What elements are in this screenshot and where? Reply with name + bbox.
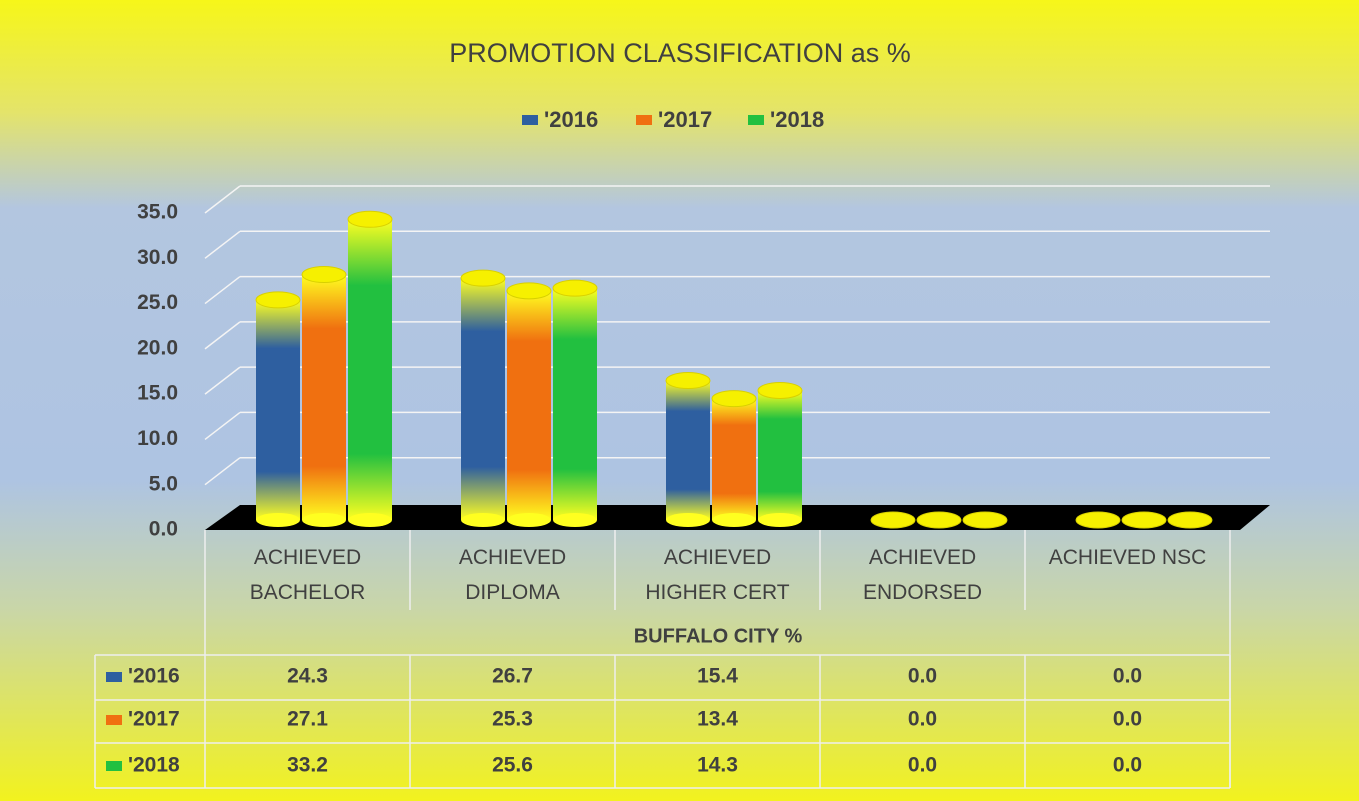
legend-label: '2017: [658, 107, 712, 132]
grid-line: [204, 321, 241, 350]
bar-top: [506, 282, 552, 300]
x-axis-label: BUFFALO CITY %: [634, 625, 803, 647]
y-tick-label: 10.0: [137, 427, 178, 450]
cylinder: [255, 291, 301, 527]
bar-bottom: [712, 513, 756, 527]
cylinder: [460, 269, 506, 527]
table-row-label: '2017: [128, 708, 180, 731]
legend-swatch: [522, 115, 538, 125]
bar: [507, 290, 551, 520]
bar-top: [757, 381, 803, 399]
cylinder: [757, 381, 803, 527]
bar-top: [870, 511, 916, 529]
bar: [256, 299, 300, 520]
table-row-label: '2016: [128, 665, 180, 688]
bar-bottom: [758, 513, 802, 527]
cylinder: [301, 266, 347, 527]
bar-top: [962, 511, 1008, 529]
bar: [666, 380, 710, 520]
legend-label: '2018: [770, 107, 824, 132]
x-tick-label: ACHIEVED NSC: [1048, 546, 1207, 569]
table-value: 0.0: [1113, 708, 1142, 731]
legend-swatch: [748, 115, 764, 125]
bar-top: [255, 291, 301, 309]
bar-top: [665, 372, 711, 390]
table-key-swatch: [106, 761, 122, 771]
table-value: 0.0: [1113, 665, 1142, 688]
y-tick-label: 0.0: [149, 518, 178, 541]
bar-bottom: [507, 513, 551, 527]
cylinder: [962, 511, 1008, 529]
bar-top: [916, 511, 962, 529]
y-tick-label: 5.0: [149, 472, 178, 495]
bar-bottom: [348, 513, 392, 527]
bar-top: [552, 279, 598, 297]
grid-line: [204, 411, 241, 441]
grid-line: [204, 185, 241, 214]
y-tick-label: 30.0: [137, 246, 178, 269]
bar-top: [460, 269, 506, 287]
y-tick-label: 15.0: [137, 382, 178, 405]
cylinder: [1075, 511, 1121, 529]
x-tick-label: ACHIEVED BACHELOR: [249, 546, 366, 604]
cylinder: [916, 511, 962, 529]
legend-label: '2016: [544, 107, 598, 132]
table-value: 0.0: [908, 754, 937, 777]
x-tick-label: ACHIEVED DIPLOMA: [458, 546, 567, 604]
cylinder: [347, 210, 393, 527]
bar-top: [1167, 511, 1213, 529]
table-value: 27.1: [287, 708, 328, 731]
legend-swatch: [636, 115, 652, 125]
table-value: 33.2: [287, 754, 328, 777]
cylinder: [1121, 511, 1167, 529]
bar-top: [711, 390, 757, 408]
x-tick-label: ACHIEVED HIGHER CERT: [645, 546, 790, 604]
bar-bottom: [666, 513, 710, 527]
x-tick-label: ACHIEVED ENDORSED: [862, 546, 983, 604]
bar-top: [1121, 511, 1167, 529]
y-tick-label: 20.0: [137, 336, 178, 359]
bar-bottom: [553, 513, 597, 527]
y-tick-label: 25.0: [137, 291, 178, 314]
table-row-label: '2018: [128, 754, 180, 777]
table-value: 0.0: [908, 665, 937, 688]
cylinder: [711, 390, 757, 527]
cylinder: [665, 372, 711, 527]
bar: [461, 278, 505, 520]
table-value: 25.3: [492, 708, 533, 731]
bar: [302, 274, 346, 520]
grid-line: [204, 366, 241, 395]
cylinder: [506, 282, 552, 527]
cylinder: [1167, 511, 1213, 529]
table-value: 0.0: [1113, 754, 1142, 777]
bar: [553, 288, 597, 520]
bar: [712, 398, 756, 520]
bar: [758, 390, 802, 520]
table-value: 0.0: [908, 708, 937, 731]
table-value: 24.3: [287, 665, 328, 688]
bar-top: [347, 210, 393, 228]
grid-line: [204, 275, 241, 305]
bar-bottom: [256, 513, 300, 527]
bar-top: [301, 266, 347, 284]
table-key-swatch: [106, 672, 122, 682]
table-value: 25.6: [492, 754, 533, 777]
bar: [348, 219, 392, 520]
table-value: 26.7: [492, 665, 533, 688]
bar-bottom: [302, 513, 346, 527]
cylinder: [870, 511, 916, 529]
cylinder: [552, 279, 598, 527]
table-key-swatch: [106, 715, 122, 725]
grid-line: [204, 457, 241, 486]
bar-top: [1075, 511, 1121, 529]
table-value: 14.3: [697, 754, 738, 777]
table-value: 13.4: [697, 708, 738, 731]
bar-bottom: [461, 513, 505, 527]
y-tick-label: 35.0: [137, 201, 178, 224]
chart-title: PROMOTION CLASSIFICATION as %: [449, 38, 911, 68]
grid-line: [204, 230, 241, 259]
table-value: 15.4: [697, 665, 738, 688]
